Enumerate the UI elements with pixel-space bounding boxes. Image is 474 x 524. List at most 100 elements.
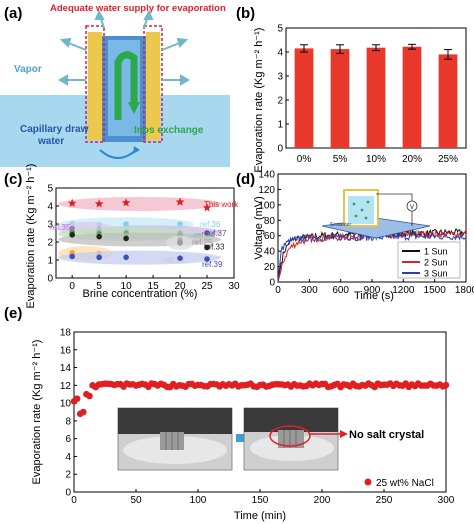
d-xtick-label: 300 xyxy=(301,285,318,296)
c-plot: This workref.36ref.35ref.37ref.34ref.33r… xyxy=(50,196,239,269)
b-ytick-label: 4 xyxy=(277,48,283,59)
panel-d: (d) Voltage (mV) Time (s) 0 300 600 900 1200… xyxy=(236,170,474,303)
e-point xyxy=(73,395,81,402)
c-point xyxy=(94,199,104,208)
c-xtick-label: 30 xyxy=(228,281,240,292)
e-ytick-label: 2 xyxy=(65,470,71,481)
c-series-label: ref.37 xyxy=(206,229,227,238)
c-point xyxy=(175,197,185,206)
panel-a: (a) Adequate water supply for evaporatio… xyxy=(0,0,230,172)
panel-e-label: (e) xyxy=(4,305,22,322)
e-point xyxy=(80,408,87,416)
c-point xyxy=(204,230,210,236)
c-band-ref-39 xyxy=(58,250,222,265)
e-xtick-label: 0 xyxy=(71,495,77,506)
c-ytick-label: 5 xyxy=(47,184,53,195)
b-ytick-label: 2 xyxy=(277,96,283,107)
c-xlabel: Brine concentration (%) xyxy=(83,288,198,300)
d-legend-label: 1 Sun xyxy=(424,247,448,257)
e-ytick-label: 18 xyxy=(60,328,72,339)
b-category-label: 25% xyxy=(438,154,458,165)
b-category-label: 0% xyxy=(297,154,312,165)
b-bar xyxy=(438,54,458,148)
e-ylabel: Evaporation rate (Kg m⁻² h⁻¹) xyxy=(31,340,43,485)
b-category-label: 20% xyxy=(402,154,422,165)
panel-b-label: (b) xyxy=(236,5,255,22)
c-point xyxy=(177,221,183,227)
e-ytick-label: 0 xyxy=(65,488,71,499)
d-inset-left-label: Seawater xyxy=(330,222,351,228)
d-ytick-label: 140 xyxy=(258,170,275,181)
c-series-label: ref.33 xyxy=(204,243,225,252)
b-ytick-label: 3 xyxy=(277,72,283,83)
e-ytick-label: 14 xyxy=(60,363,72,374)
c-xtick-label: 15 xyxy=(148,281,160,292)
c-ytick-label: 2 xyxy=(47,238,53,249)
e-ytick-label: 12 xyxy=(60,381,72,392)
b-ylabel: Evaporation rate (Kg m⁻² h⁻¹) xyxy=(253,28,265,173)
e-ytick-label: 6 xyxy=(65,434,71,445)
b-bar xyxy=(366,47,386,148)
e-xtick-label: 200 xyxy=(314,495,331,506)
e-highlight-circle xyxy=(269,425,311,447)
c-xtick-label: 0 xyxy=(69,281,75,292)
d-xtick-label: 1500 xyxy=(424,285,447,296)
b-category-label: 5% xyxy=(333,154,348,165)
c-frame xyxy=(55,187,235,279)
right-dashed-box xyxy=(143,25,163,143)
e-xtick-label: 300 xyxy=(438,495,455,506)
e-photo-before xyxy=(117,407,233,471)
e-xtick-label: 50 xyxy=(130,495,142,506)
c-point xyxy=(96,254,102,261)
c-xtick-label: 20 xyxy=(174,281,186,292)
b-bars xyxy=(294,43,458,149)
c-ylabel: Evaporation rate (Kg m⁻² h⁻¹) xyxy=(25,164,37,309)
c-point xyxy=(123,235,129,242)
c-point xyxy=(121,198,131,207)
d-xtick-label: 0 xyxy=(275,285,281,296)
e-xtick-label: 100 xyxy=(190,495,207,506)
ion-exchange-label: Inos exchange xyxy=(134,125,204,136)
c-xtick-label: 25 xyxy=(201,281,213,292)
e-ytick-label: 16 xyxy=(60,345,72,356)
capillary-label-line1: Capillary draw xyxy=(20,124,89,135)
b-bar xyxy=(402,46,422,148)
panel-c-label: (c) xyxy=(4,171,22,188)
d-ytick-label: 60 xyxy=(264,231,276,242)
c-xtick-label: 10 xyxy=(121,281,133,292)
d-xtick-label: 600 xyxy=(332,285,349,296)
c-point xyxy=(177,240,183,246)
d-xlabel: Time (s) xyxy=(354,290,394,302)
d-inset: V Seawater Cell xyxy=(321,189,431,239)
e-ytick-label: 10 xyxy=(60,399,72,410)
e-legend-label: 25 wt% NaCl xyxy=(376,478,434,489)
tube-left-wall xyxy=(88,32,102,140)
d-inset-voltmeter-label: V xyxy=(410,205,414,211)
e-axes: 0 50 100 150 200 250 300 0 2 4 6 8 10 12 14 16 18 xyxy=(60,328,455,507)
schematic-title: Adequate water supply for evaporation xyxy=(50,3,226,14)
b-ytick-label: 5 xyxy=(277,24,283,35)
c-point xyxy=(69,232,75,238)
e-plot xyxy=(70,380,450,418)
d-series-line xyxy=(277,232,467,283)
capillary-label-line2: water xyxy=(37,136,64,147)
e-photo-after xyxy=(243,407,348,471)
c-series-label: ref.35 xyxy=(50,223,71,232)
d-legend-label: 2 Sun xyxy=(424,258,448,268)
e-point xyxy=(86,392,93,400)
d-ytick-label: 20 xyxy=(264,262,276,273)
c-point xyxy=(69,253,75,260)
c-series-label: ref.36 xyxy=(200,220,221,229)
left-dashed-box xyxy=(85,25,105,143)
c-point xyxy=(67,198,77,207)
tube-right-wall xyxy=(146,32,160,140)
panel-d-label: (d) xyxy=(236,171,255,188)
c-point xyxy=(177,255,183,261)
d-inset-right-label: Cell xyxy=(410,230,419,236)
b-ytick-label: 1 xyxy=(277,120,283,131)
ion-exchange-arrow xyxy=(114,51,138,120)
